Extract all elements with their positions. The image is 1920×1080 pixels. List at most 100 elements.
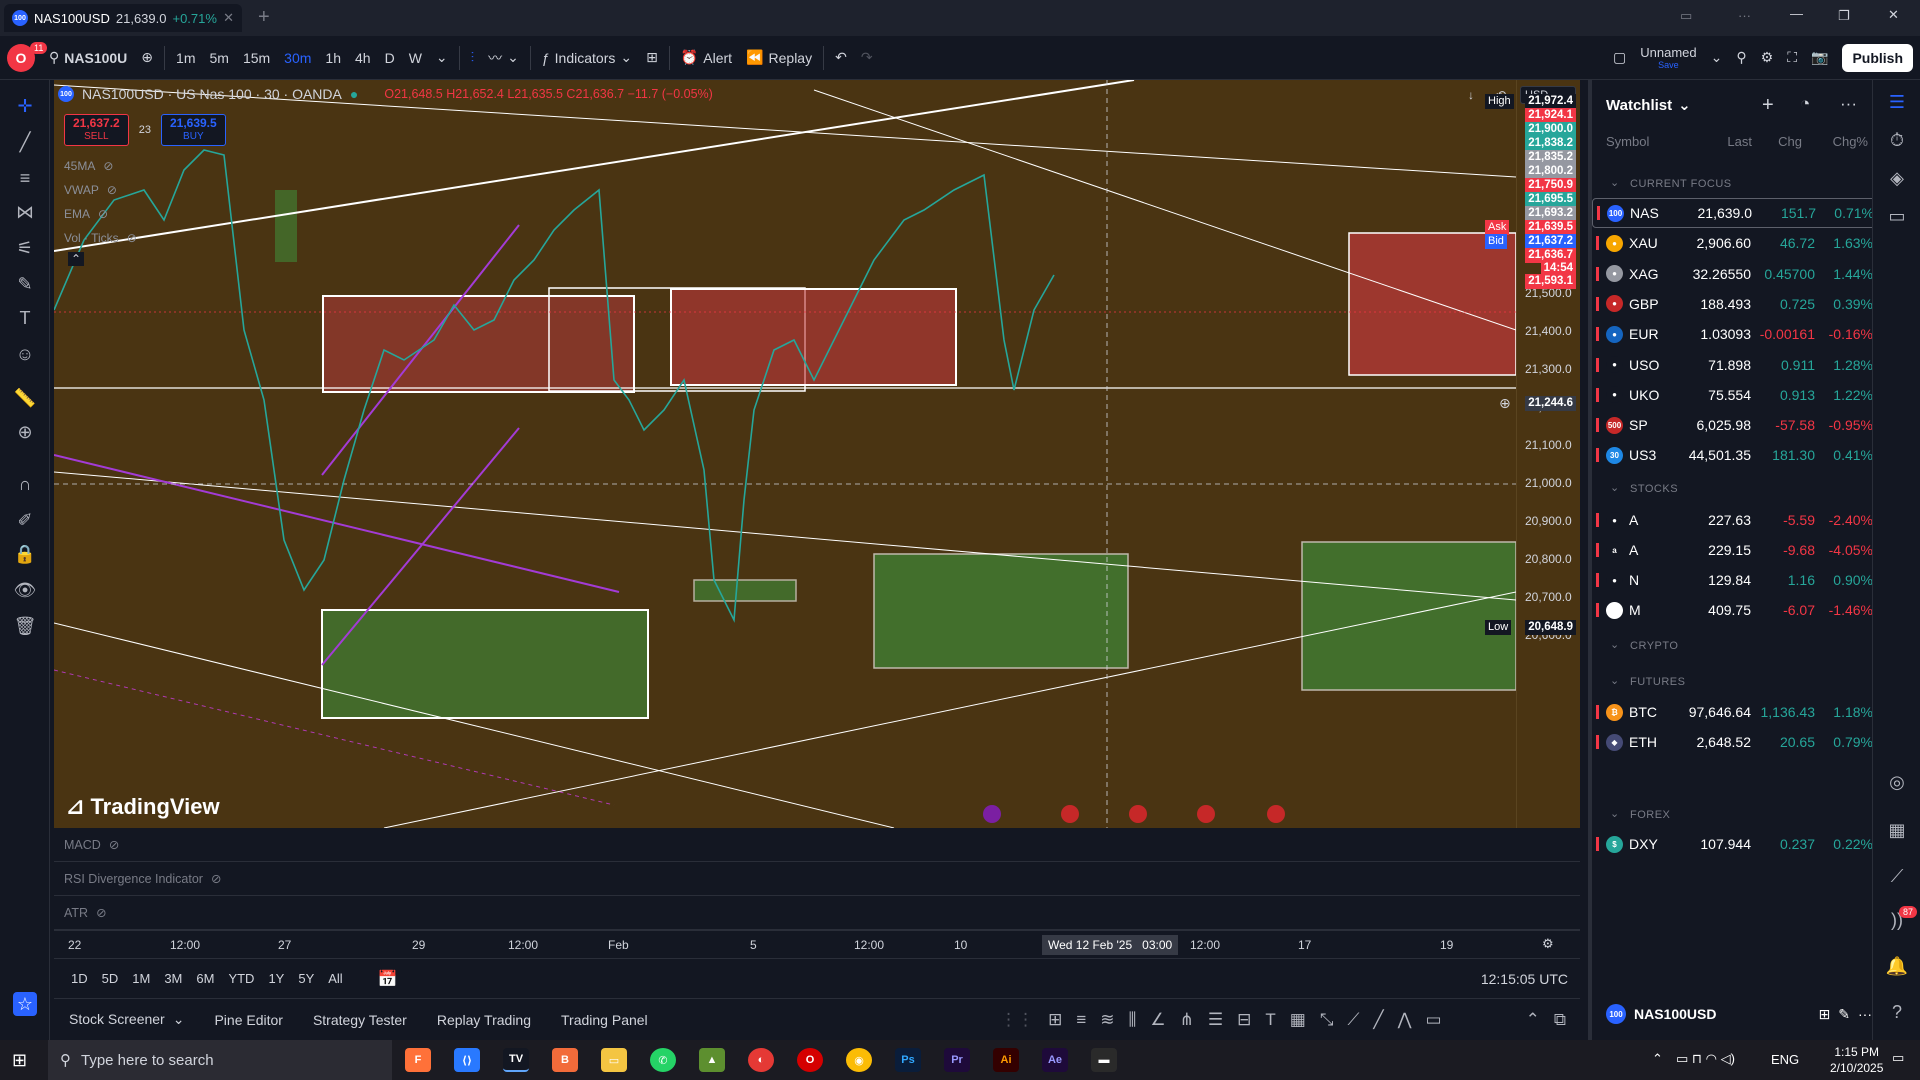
watchlist-column-header[interactable]: Chg% [1832,134,1868,149]
eye-hidden-icon[interactable]: ⊘ [103,159,114,173]
layers-icon[interactable]: ◈ [1890,168,1904,188]
watchlist-row[interactable]: ● UKO 75.554 0.913 1.22% [1592,380,1876,410]
snapshot-button[interactable]: 📷 [1804,36,1835,80]
watchlist-row[interactable]: 100 NAS 21,639.0 151.7 0.71% [1592,198,1876,228]
replay-button[interactable]: ⏪ Replay [739,36,819,80]
range-1D[interactable]: 1D [71,971,88,986]
undo-button[interactable]: ↶ [828,36,854,80]
windows-start-icon[interactable]: ⊞ [12,1050,28,1070]
photoshop-icon[interactable]: Ps [895,1048,921,1072]
brush-icon[interactable]: ✎ [17,274,33,294]
publish-button[interactable]: Publish [1835,36,1920,80]
tray-chevron-icon[interactable]: ⌃ [1652,1051,1663,1066]
chrome-icon[interactable]: ◉ [846,1048,872,1072]
watchlist-section-forex[interactable]: FOREX ⌄ [1610,808,1670,821]
file-explorer-icon[interactable]: ▭ [601,1048,627,1072]
browser-tab[interactable]: 100 NAS100USD 21,639.0 +0.71% ✕ [4,4,242,32]
watchlist-row[interactable]: ● A 227.63 -5.59 -2.40% [1592,505,1876,535]
range-1M[interactable]: 1M [132,971,151,986]
symbol-search[interactable]: ⚲ NAS100U [42,36,134,80]
watchlist-section-focus[interactable]: CURRENT FOCUS ⌄ [1610,177,1732,190]
supply-zone-2[interactable] [671,289,956,385]
watchlist-row[interactable]: ■ M 409.75 -6.07 -1.46% [1592,595,1876,625]
supply-zone[interactable] [322,295,635,393]
templates-button[interactable]: ⊞ [639,36,665,80]
pattern-icon[interactable]: ⋈ [16,202,34,222]
interval-4h[interactable]: 4h [354,49,371,66]
bottom-tab[interactable]: Stock Screener ⌄ [54,1011,199,1028]
watchlist-icon[interactable]: ☰ [1888,92,1906,112]
projection-icon[interactable]: ⚟ [16,238,34,258]
range-6M[interactable]: 6M [196,971,215,986]
layout-icon[interactable]: ⊞ [1818,1005,1831,1022]
chart-canvas[interactable] [54,80,1516,828]
watchlist-column-header[interactable]: Symbol [1606,134,1650,149]
terminal-icon[interactable]: ▬ [1091,1048,1117,1072]
watchlist-row[interactable]: ₿ BTC 97,646.64 1,136.43 1.18% [1592,697,1876,727]
chart-icon[interactable]: ◔ [1800,94,1811,113]
demand-zone-2[interactable] [873,553,1129,669]
flag-us-icon[interactable] [1129,805,1147,823]
rectangle-icon[interactable]: ▭ [1425,1009,1442,1029]
range-1Y[interactable]: 1Y [268,971,285,986]
notifications-icon[interactable]: ▭ [1892,1050,1905,1065]
ray-icon[interactable]: ∠ [1150,1009,1166,1029]
watchlist-row[interactable]: ● GBP 188.493 0.725 0.39% [1592,289,1876,319]
range-3M[interactable]: 3M [164,971,183,986]
illustrator-icon[interactable]: Ai [993,1048,1019,1072]
demand-zone-small[interactable] [693,579,797,602]
watchlist-section-stocks[interactable]: STOCKS ⌄ [1610,482,1678,495]
time-axis-settings-icon[interactable]: ⚙ [1542,936,1554,951]
avatar[interactable]: O 11 [0,36,48,80]
bars-style-button[interactable]: ⫶ [464,36,482,80]
interval-1m[interactable]: 1m [176,49,196,66]
more-icon[interactable]: ··· [1738,8,1751,23]
more-icon[interactable]: ··· [1858,1006,1872,1022]
layout-dropdown[interactable]: ⌄ [1704,36,1730,80]
range-YTD[interactable]: YTD [228,971,255,986]
line-style-button[interactable]: 〰 ⌄ [481,36,526,80]
columns-icon[interactable]: ⫼ [1128,1009,1137,1029]
channel-line[interactable] [54,454,620,593]
watchlist-row[interactable]: ● XAG 32.26550 0.45700 1.44% [1592,259,1876,289]
redo-button[interactable]: ↷ [854,36,880,80]
emoji-icon[interactable]: ☺ [15,344,35,364]
indicator-legend-row[interactable]: 45MA ⊘ [64,154,137,178]
indicator-legend-row[interactable]: Vol · Ticks ⊘ [64,226,137,250]
price-axis[interactable]: USD⌄ 21,500.021,400.021,300.021,200.021,… [1516,80,1580,828]
watchlist-row[interactable]: 30 US3 44,501.35 181.30 0.41% [1592,440,1876,470]
fan-icon[interactable]: ⋀ [1397,1009,1412,1029]
indicators-button[interactable]: ƒ Indicators ⌄ [535,36,639,80]
drag-handle-icon[interactable]: ⋮⋮ [1000,1009,1035,1029]
goto-date-icon[interactable]: 📅 [377,970,398,988]
indicator-pane[interactable]: ATR ⊘ [54,896,1580,930]
minimize-icon[interactable]: — [1790,6,1803,21]
bottom-tab[interactable]: Replay Trading [422,1012,546,1028]
eye-hidden-icon[interactable]: ⊘ [108,838,120,852]
alert-button[interactable]: ⏰ Alert [674,36,739,80]
watchlist-section-crypto[interactable]: CRYPTO ⌄ [1610,639,1678,652]
layout-name[interactable]: Unnamed Save [1633,36,1703,80]
tray-icons[interactable]: ▭ ⊓ ◠ ◁) [1676,1051,1735,1066]
bottom-tab[interactable]: Trading Panel [546,1012,663,1028]
trendline-6[interactable] [813,89,1516,331]
demand-zone[interactable] [322,610,648,718]
range-All[interactable]: All [328,971,343,986]
fib-tool-icon[interactable]: ≡ [1076,1009,1087,1029]
watchlist-row[interactable]: $ DXY 107.944 0.237 0.22% [1592,829,1876,859]
magnet-icon[interactable]: ∩ [18,474,32,494]
path-icon[interactable]: ⤡ [1319,1009,1334,1029]
crosshair-add-icon[interactable]: ⊕ [1499,395,1511,411]
pitchfork-icon[interactable]: ⋔ [1179,1009,1194,1029]
line-tool-icon[interactable]: ╱ [1373,1009,1384,1029]
pine-icon[interactable]: ⟋ [1890,866,1904,886]
range-5D[interactable]: 5D [101,971,119,986]
close-tab-icon[interactable]: ✕ [223,10,234,25]
layout-toggle[interactable]: ▢ [1606,36,1633,80]
channel-bottom[interactable] [321,427,520,666]
watchlist-section-futures[interactable]: FUTURES ⌄ [1610,675,1685,688]
tradingview-app-icon[interactable]: TV [503,1048,529,1072]
text-tool-icon[interactable]: T [1265,1009,1276,1029]
range-5Y[interactable]: 5Y [298,971,315,986]
crosshair-icon[interactable]: ✛ [17,96,33,116]
